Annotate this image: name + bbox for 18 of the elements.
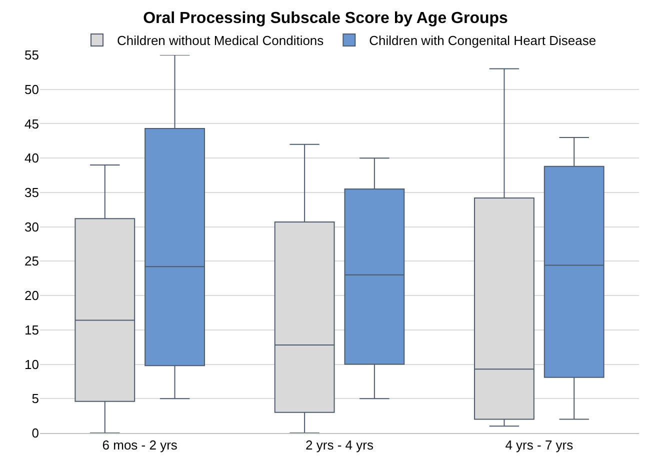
- x-tick-label: 2 yrs - 4 yrs: [306, 438, 374, 453]
- y-tick-label: 40: [24, 150, 39, 166]
- y-tick-label: 20: [24, 288, 39, 304]
- x-tick-label: 4 yrs - 7 yrs: [505, 438, 574, 453]
- legend-label: Children with Congenital Heart Disease: [369, 33, 596, 48]
- y-tick-label: 0: [32, 426, 39, 441]
- y-tick-label: 10: [24, 356, 39, 372]
- y-tick-label: 35: [24, 185, 39, 200]
- y-tick-label: 45: [24, 116, 39, 132]
- y-tick-label: 15: [24, 322, 39, 338]
- y-tick-label: 25: [24, 254, 39, 269]
- x-tick-label: 6 mos - 2 yrs: [102, 438, 178, 453]
- legend-label: Children without Medical Conditions: [117, 33, 324, 48]
- y-tick-label: 5: [32, 391, 39, 406]
- y-tick-label: 30: [24, 219, 39, 234]
- chart-title: Oral Processing Subscale Score by Age Groups: [143, 10, 508, 27]
- y-tick-label: 55: [24, 48, 39, 63]
- y-tick-label: 50: [24, 82, 39, 97]
